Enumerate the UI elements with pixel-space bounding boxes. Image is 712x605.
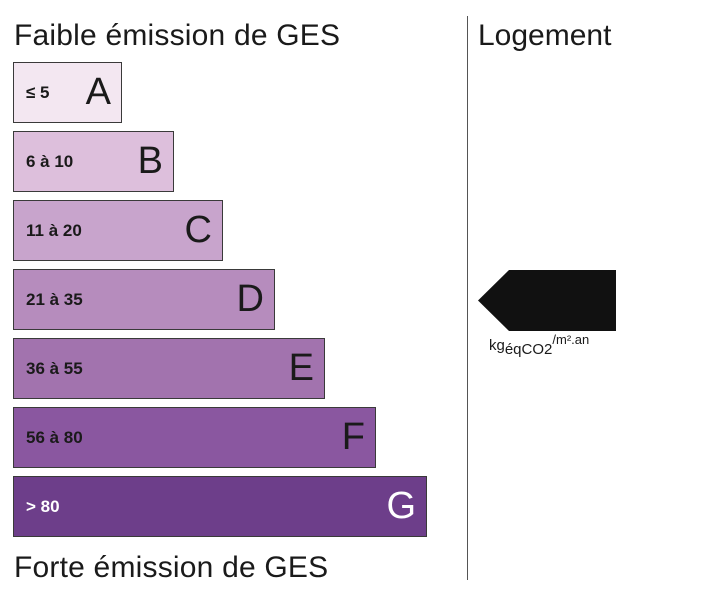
ges-class-f-range: 56 à 80 [26,427,83,447]
ges-class-a-letter: A [85,70,111,113]
ges-class-c-letter: C [184,208,212,251]
ges-class-e-range: 36 à 55 [26,358,83,378]
ges-class-d-letter: D [236,277,264,320]
indicator-arrow-shape [478,270,616,331]
column-divider [467,16,468,580]
ges-class-g-letter: G [386,484,416,527]
ges-class-a-range: ≤ 5 [26,82,50,102]
unit-superscript: /m².an [552,332,590,347]
ges-indicator-arrow [478,270,616,331]
ges-class-g-bar: > 80 G [13,476,427,537]
low-emission-label: Faible émission de GES [14,19,341,52]
ges-class-g-range: > 80 [26,496,60,516]
ges-class-a-bar: ≤ 5 A [13,62,122,123]
logement-column-title: Logement [478,19,612,52]
unit-subscript: éqCO2 [504,341,553,358]
ges-class-f-bar: 56 à 80 F [13,407,376,468]
ges-class-f-letter: F [341,415,365,458]
high-emission-label: Forte émission de GES [14,551,329,584]
ges-class-b-bar: 6 à 10 B [13,131,174,192]
ges-class-e-letter: E [288,346,314,389]
unit-base: kg [489,337,505,354]
ges-class-c-range: 11 à 20 [26,220,82,240]
unit-label: kgéqCO2/m².an [489,332,589,358]
ges-class-d-bar: 21 à 35 D [13,269,275,330]
ges-class-b-range: 6 à 10 [26,151,74,171]
ges-class-d-range: 21 à 35 [26,289,83,309]
ges-class-b-letter: B [137,139,163,182]
ges-class-c-bar: 11 à 20 C [13,200,223,261]
ges-class-e-bar: 36 à 55 E [13,338,325,399]
